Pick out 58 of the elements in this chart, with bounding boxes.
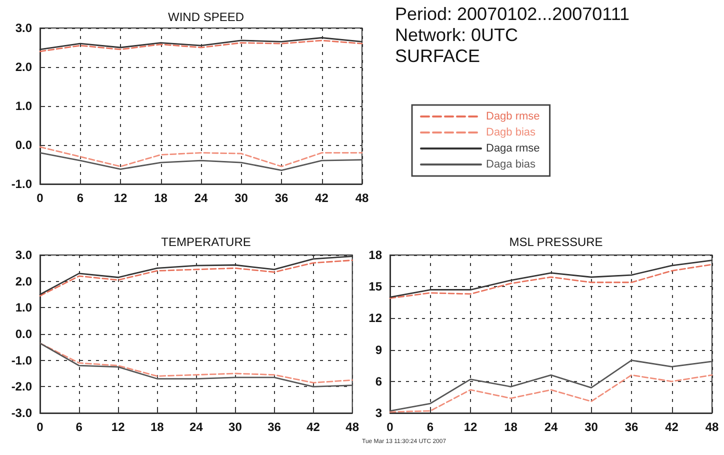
- y-tick-label: -3.0: [11, 406, 32, 420]
- x-tick-label: 24: [194, 191, 208, 205]
- x-tick-label: 24: [544, 420, 558, 434]
- text: Dagb bias: [486, 126, 536, 138]
- x-tick-label: 6: [76, 420, 83, 434]
- y-tick-label: 3.0: [15, 248, 32, 262]
- y-tick-label: -1.0: [11, 177, 32, 191]
- x-tick-label: 42: [665, 420, 679, 434]
- x-tick-label: 48: [705, 420, 719, 434]
- y-tick-label: 3.0: [15, 21, 32, 35]
- x-tick-label: 6: [76, 191, 84, 205]
- text: Daga rmse: [486, 142, 540, 154]
- y-tick-label: 0.0: [15, 138, 32, 152]
- x-tick-label: 24: [189, 420, 204, 434]
- x-tick-label: 18: [150, 420, 164, 434]
- y-tick-label: 18: [368, 248, 382, 262]
- y-tick-label: 9: [375, 342, 382, 357]
- x-tick-label: 30: [228, 420, 242, 434]
- x-tick-label: 0: [36, 420, 44, 434]
- y-tick-label: 3: [375, 406, 382, 420]
- x-tick-label: 6: [426, 420, 434, 434]
- x-tick-label: 12: [111, 420, 126, 434]
- y-tick-label: 1.0: [15, 99, 32, 113]
- x-tick-label: 36: [624, 420, 638, 434]
- x-tick-label: 48: [355, 191, 369, 205]
- x-tick-label: 42: [315, 191, 329, 205]
- x-tick-label: 12: [464, 420, 478, 434]
- y-tick-label: -1.0: [11, 353, 32, 368]
- y-tick-label: 6: [375, 374, 382, 388]
- x-tick-label: 36: [274, 191, 288, 205]
- y-tick-label: 15: [368, 280, 382, 294]
- y-tick-label: 0.0: [15, 327, 32, 341]
- x-tick-label: 30: [584, 420, 598, 434]
- y-tick-label: 12: [368, 311, 382, 326]
- chart-title: WIND SPEED: [168, 10, 244, 24]
- text: Network: 0UTC: [395, 25, 520, 46]
- y-tick-label: 1.0: [15, 300, 32, 315]
- x-tick-label: 48: [346, 420, 360, 434]
- text: SURFACE: [395, 46, 482, 67]
- x-tick-label: 0: [36, 191, 44, 205]
- x-tick-label: 30: [234, 191, 248, 205]
- x-tick-label: 36: [268, 420, 282, 434]
- x-tick-label: 42: [306, 420, 320, 434]
- chart-title: MSL PRESSURE: [509, 235, 603, 249]
- text: Daga bias: [486, 158, 536, 170]
- text: Period: 20070102...20070111: [395, 4, 631, 25]
- x-tick-label: 0: [386, 420, 394, 434]
- y-tick-label: 2.0: [15, 274, 32, 288]
- x-tick-label: 18: [504, 420, 518, 434]
- y-tick-label: 2.0: [15, 60, 32, 74]
- text: Dagb rmse: [486, 110, 540, 122]
- line-series: [39, 152, 363, 172]
- x-tick-label: 12: [114, 191, 128, 205]
- line-series: [39, 40, 363, 52]
- x-tick-label: 18: [154, 191, 168, 205]
- chart-title: TEMPERATURE: [161, 235, 251, 249]
- y-tick-label: -2.0: [11, 380, 32, 394]
- line-series: [39, 146, 363, 168]
